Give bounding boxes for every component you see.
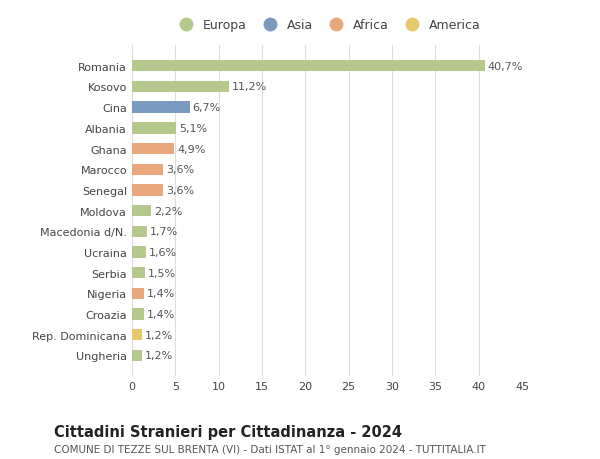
Text: 1,2%: 1,2%: [145, 330, 173, 340]
Bar: [132, 288, 144, 299]
Bar: [132, 268, 145, 279]
Bar: [132, 206, 151, 217]
Bar: [132, 185, 163, 196]
Text: 40,7%: 40,7%: [487, 62, 523, 72]
Bar: [132, 82, 229, 93]
Bar: [132, 144, 175, 155]
Text: 3,6%: 3,6%: [166, 185, 194, 196]
Text: 2,2%: 2,2%: [154, 206, 182, 216]
Bar: [132, 247, 146, 258]
Text: COMUNE DI TEZZE SUL BRENTA (VI) - Dati ISTAT al 1° gennaio 2024 - TUTTITALIA.IT: COMUNE DI TEZZE SUL BRENTA (VI) - Dati I…: [54, 444, 486, 454]
Bar: [132, 330, 142, 341]
Text: 1,7%: 1,7%: [149, 227, 178, 237]
Bar: [132, 61, 485, 72]
Text: 5,1%: 5,1%: [179, 123, 207, 134]
Bar: [132, 350, 142, 361]
Text: 11,2%: 11,2%: [232, 82, 267, 92]
Text: 1,4%: 1,4%: [147, 309, 175, 319]
Text: 6,7%: 6,7%: [193, 103, 221, 113]
Bar: [132, 123, 176, 134]
Bar: [132, 226, 147, 237]
Text: 1,4%: 1,4%: [147, 289, 175, 299]
Bar: [132, 164, 163, 175]
Text: 4,9%: 4,9%: [177, 144, 205, 154]
Text: 1,6%: 1,6%: [148, 247, 176, 257]
Text: Cittadini Stranieri per Cittadinanza - 2024: Cittadini Stranieri per Cittadinanza - 2…: [54, 425, 402, 440]
Legend: Europa, Asia, Africa, America: Europa, Asia, Africa, America: [173, 19, 481, 32]
Text: 1,5%: 1,5%: [148, 268, 176, 278]
Bar: [132, 309, 144, 320]
Text: 1,2%: 1,2%: [145, 351, 173, 361]
Text: 3,6%: 3,6%: [166, 165, 194, 175]
Bar: [132, 102, 190, 113]
